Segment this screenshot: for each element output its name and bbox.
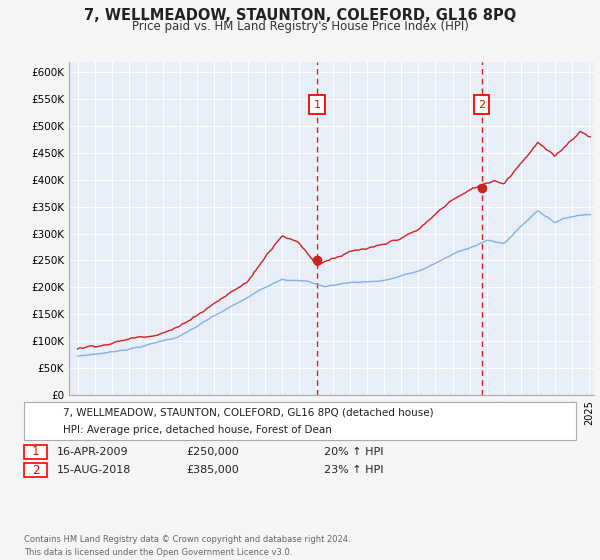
Text: 23% ↑ HPI: 23% ↑ HPI <box>324 465 383 475</box>
Text: 7, WELLMEADOW, STAUNTON, COLEFORD, GL16 8PQ: 7, WELLMEADOW, STAUNTON, COLEFORD, GL16 … <box>84 8 516 24</box>
Text: £385,000: £385,000 <box>186 465 239 475</box>
Text: £250,000: £250,000 <box>186 447 239 457</box>
Text: 1: 1 <box>314 100 320 110</box>
Text: 15-AUG-2018: 15-AUG-2018 <box>57 465 131 475</box>
Text: HPI: Average price, detached house, Forest of Dean: HPI: Average price, detached house, Fore… <box>63 425 332 435</box>
Text: 2: 2 <box>478 100 485 110</box>
Text: Price paid vs. HM Land Registry's House Price Index (HPI): Price paid vs. HM Land Registry's House … <box>131 20 469 32</box>
Text: 7, WELLMEADOW, STAUNTON, COLEFORD, GL16 8PQ (detached house): 7, WELLMEADOW, STAUNTON, COLEFORD, GL16 … <box>63 407 434 417</box>
Text: 1: 1 <box>32 445 39 459</box>
Text: 20% ↑ HPI: 20% ↑ HPI <box>324 447 383 457</box>
Text: 16-APR-2009: 16-APR-2009 <box>57 447 128 457</box>
Text: 2: 2 <box>32 464 39 477</box>
Text: Contains HM Land Registry data © Crown copyright and database right 2024.
This d: Contains HM Land Registry data © Crown c… <box>24 535 350 557</box>
